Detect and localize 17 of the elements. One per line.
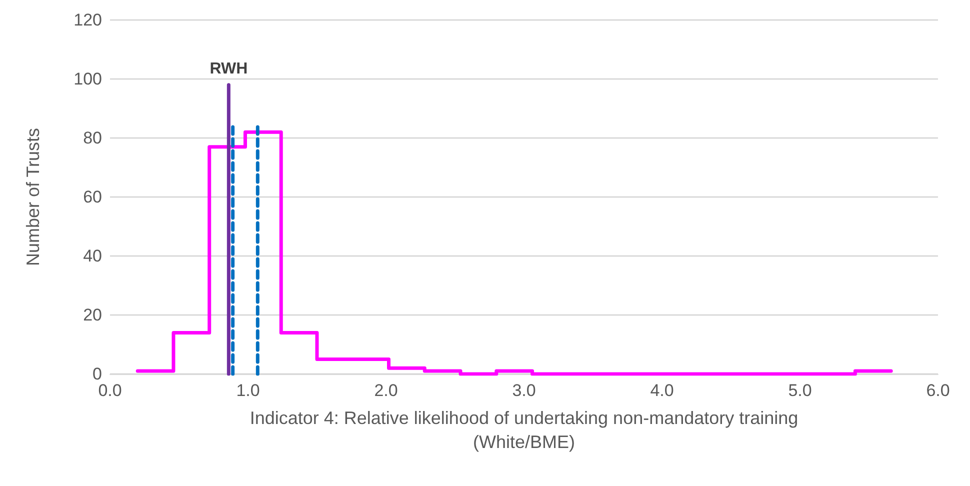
y-tick-label: 20 <box>83 306 102 324</box>
y-axis-title: Number of Trusts <box>23 128 43 266</box>
y-tick-label: 100 <box>74 70 102 88</box>
x-tick-label: 5.0 <box>788 381 812 400</box>
x-tick-label: 2.0 <box>374 381 398 400</box>
y-tick-label: 120 <box>74 10 102 30</box>
x-tick-label: 0.0 <box>98 381 122 400</box>
y-tick-label: 80 <box>83 128 102 148</box>
x-axis-title: Indicator 4: Relative likelihood of undertaking non-mandatory training (White/BME) <box>250 408 798 452</box>
x-tick-label: 3.0 <box>512 381 536 400</box>
y-tick-label: 40 <box>83 246 102 266</box>
annotation: RWH <box>210 60 248 78</box>
x-tick-label: 6.0 <box>926 381 950 400</box>
y-tick-label: 0 <box>92 364 102 384</box>
x-tick-label: 1.0 <box>236 381 260 400</box>
x-tick-label: 4.0 <box>650 381 674 400</box>
y-tick-label: 60 <box>83 188 102 206</box>
